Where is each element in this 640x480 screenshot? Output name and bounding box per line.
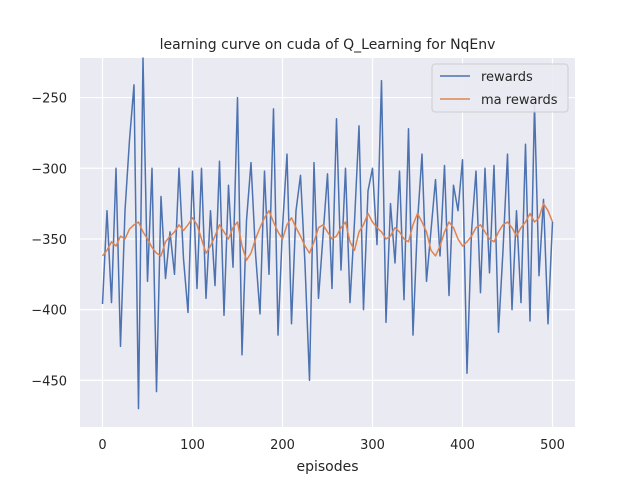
y-tick-label: −450 bbox=[31, 374, 67, 389]
x-tick-label: 300 bbox=[360, 438, 385, 453]
legend: rewards ma rewards bbox=[431, 63, 569, 113]
chart-title: learning curve on cuda of Q_Learning for… bbox=[160, 37, 496, 53]
x-tick-label: 400 bbox=[450, 438, 475, 453]
legend-label-ma-rewards: ma rewards bbox=[481, 93, 558, 108]
y-tick-label: −250 bbox=[31, 92, 67, 107]
y-tick-label: −300 bbox=[31, 162, 67, 177]
x-axis-ticks: 0 100 200 300 400 500 bbox=[98, 438, 565, 453]
legend-label-rewards: rewards bbox=[481, 70, 533, 85]
series-line-rewards bbox=[101, 57, 554, 410]
y-tick-label: −350 bbox=[31, 233, 67, 248]
x-tick-label: 200 bbox=[270, 438, 295, 453]
x-tick-label: 500 bbox=[540, 438, 565, 453]
plot-area bbox=[80, 58, 575, 427]
x-tick-label: 100 bbox=[180, 438, 205, 453]
y-axis-ticks: −450 −400 −350 −300 −250 bbox=[31, 92, 67, 390]
series-layer bbox=[101, 57, 554, 410]
y-tick-label: −400 bbox=[31, 304, 67, 319]
x-tick-label: 0 bbox=[98, 438, 106, 453]
x-axis-label: episodes bbox=[296, 459, 358, 475]
series-line-ma-rewards bbox=[101, 202, 554, 261]
